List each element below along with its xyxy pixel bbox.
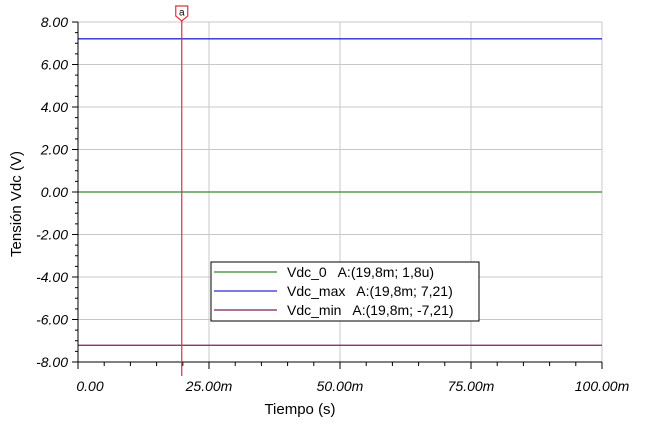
- y-tick-label: -8.00: [36, 354, 68, 370]
- legend: Vdc_0 A:(19,8m; 1,8u) Vdc_max A:(19,8m; 7…: [210, 261, 480, 322]
- x-tick-label: 0.00: [76, 378, 103, 394]
- y-tick-label: 2.00: [40, 142, 68, 158]
- y-tick-labels: 8.00 6.00 4.00 2.00 0.00 -2.00 -4.00 -6.00 -8.00: [36, 14, 68, 370]
- y-tick-label: 4.00: [41, 99, 68, 115]
- cursor-flag[interactable]: [175, 5, 189, 22]
- x-tick-label: 75.00m: [448, 378, 495, 394]
- y-tick-label: 8.00: [41, 14, 68, 30]
- x-tick-label: 25.00m: [185, 378, 233, 394]
- legend-entry: Vdc_min A:(19,8m; -7,21): [287, 302, 454, 318]
- x-tick-label: 100.00m: [575, 378, 630, 394]
- y-tick-label: 0.00: [41, 184, 68, 200]
- x-axis-label: Tiempo (s): [264, 401, 335, 418]
- x-tick-label: 50.00m: [317, 378, 364, 394]
- y-axis-label: Tensión Vdc (V): [8, 151, 25, 257]
- y-tick-label: -2.00: [36, 227, 68, 243]
- y-tick-label: 6.00: [41, 57, 68, 73]
- y-tick-label: -4.00: [36, 269, 68, 285]
- cursor-label: a: [179, 8, 185, 19]
- cursor-a[interactable]: a: [175, 5, 189, 376]
- x-tick-labels: 0.00 25.00m 50.00m 75.00m 100.00m: [76, 378, 629, 394]
- legend-entry: Vdc_0 A:(19,8m; 1,8u): [287, 264, 434, 280]
- y-tick-label: -6.00: [36, 312, 68, 328]
- legend-entry: Vdc_max A:(19,8m; 7,21): [287, 283, 453, 299]
- series-lines: [78, 38, 602, 346]
- axes: [72, 21, 603, 369]
